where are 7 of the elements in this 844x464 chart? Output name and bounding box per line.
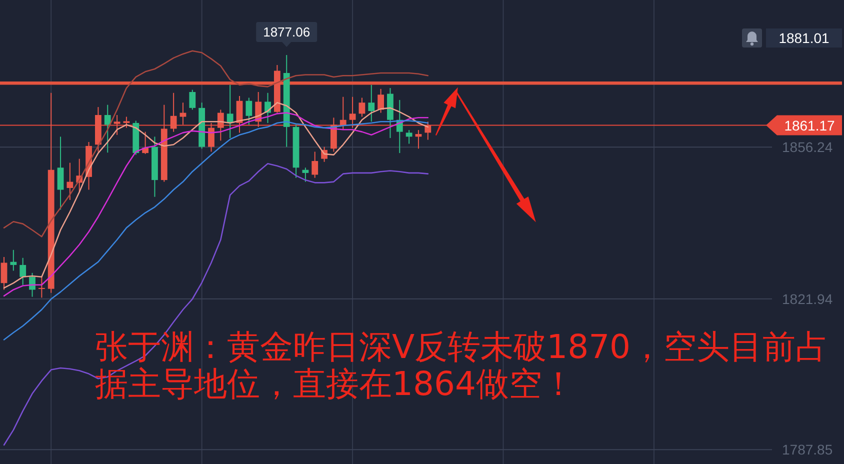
alert-price: 1881.01 <box>766 28 842 48</box>
y-tick-label: 1856.24 <box>782 139 833 156</box>
y-tick-label: 1821.94 <box>782 290 833 307</box>
annotation: 1877.06 <box>263 24 310 40</box>
y-tick-label: 1787.85 <box>782 442 833 458</box>
ref-line-label: 1861.17 <box>784 117 836 134</box>
line-series <box>3 50 429 238</box>
